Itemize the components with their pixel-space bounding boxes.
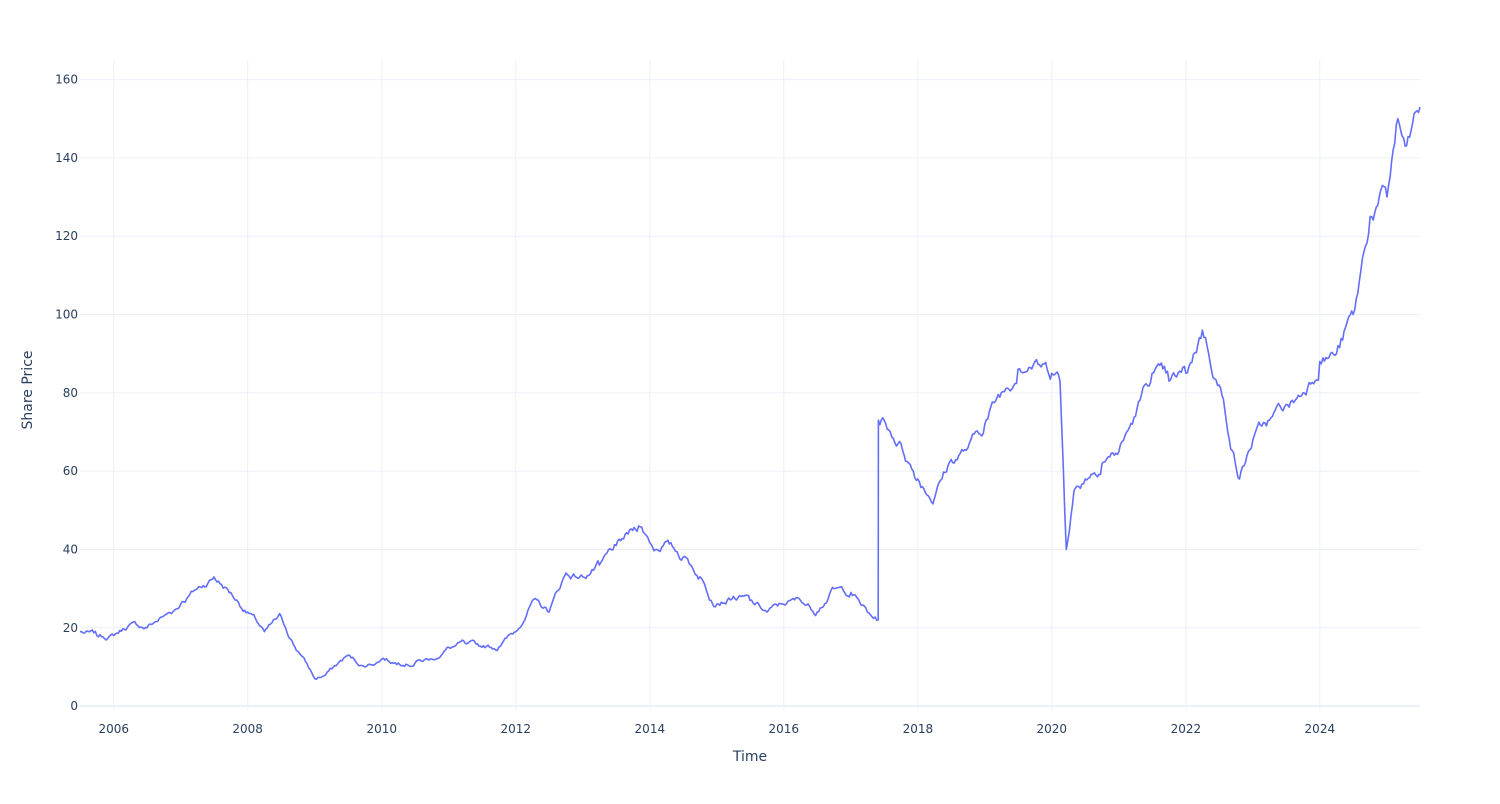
x-tick-label: 2012 (500, 722, 531, 736)
y-tick-label: 160 (55, 73, 78, 87)
x-tick-label: 2006 (98, 722, 129, 736)
x-tick-label: 2018 (903, 722, 934, 736)
y-tick-label: 140 (55, 151, 78, 165)
x-tick-label: 2020 (1037, 722, 1068, 736)
share-price-line (79, 106, 1421, 681)
y-tick-label: 100 (55, 308, 78, 322)
y-axis-title: Share Price (20, 350, 36, 429)
x-axis-title: Time (732, 749, 767, 765)
grid (80, 60, 1420, 710)
y-tick-label: 20 (63, 621, 78, 635)
y-tick-label: 120 (55, 229, 78, 243)
x-tick-label: 2014 (635, 722, 666, 736)
y-tick-label: 60 (63, 464, 78, 478)
x-tick-label: 2016 (768, 722, 799, 736)
series-layer (79, 106, 1421, 681)
y-tick-label: 40 (63, 542, 78, 556)
tick-labels: 2006 2008 2010 2012 2014 2016 2018 2020 2022 2024… (55, 73, 1335, 736)
y-tick-label: 80 (63, 386, 78, 400)
x-tick-label: 2008 (232, 722, 263, 736)
x-tick-label: 2022 (1171, 722, 1202, 736)
y-tick-label: 0 (70, 699, 78, 713)
x-tick-label: 2024 (1305, 722, 1336, 736)
x-tick-label: 2010 (367, 722, 398, 736)
